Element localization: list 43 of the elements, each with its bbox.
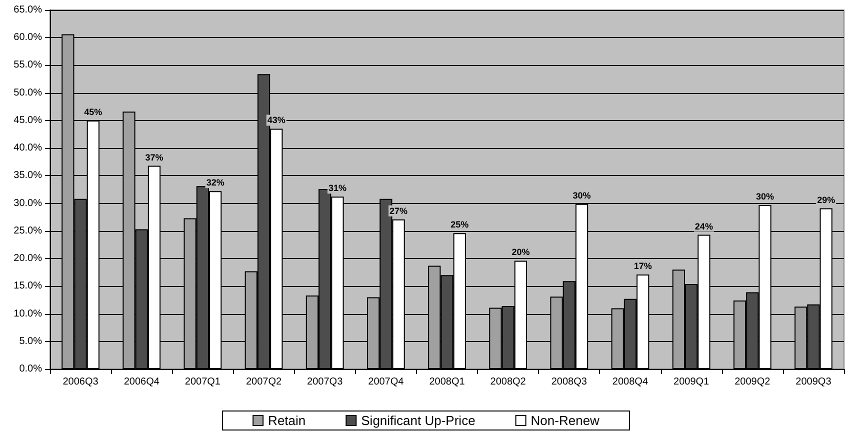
y-tick-label: 25.0% — [14, 225, 42, 236]
data-label: 31% — [328, 183, 346, 194]
y-tick-label: 0.0% — [19, 364, 42, 374]
x-tick-label: 2008Q4 — [612, 376, 648, 388]
data-label: 30% — [756, 191, 774, 202]
x-tick-label: 2009Q1 — [674, 376, 710, 388]
y-tick-label: 20.0% — [14, 253, 42, 264]
legend-label: Significant Up-Price — [361, 413, 476, 428]
x-tick-label: 2009Q2 — [734, 376, 771, 388]
x-tick-label: 2007Q2 — [246, 376, 282, 388]
x-tick-label: 2008Q3 — [551, 376, 588, 388]
y-tick-label: 60.0% — [14, 32, 42, 44]
data-label: 43% — [267, 115, 286, 126]
x-tick-label: 2008Q1 — [429, 376, 466, 388]
legend-label: Non-Renew — [530, 413, 600, 428]
y-tick-label: 35.0% — [14, 170, 42, 182]
data-label: 29% — [817, 194, 836, 205]
y-tick-label: 15.0% — [14, 280, 42, 292]
y-tick-label: 55.0% — [14, 60, 42, 71]
y-tick-label: 45.0% — [14, 114, 42, 126]
y-tick-label: 10.0% — [14, 308, 42, 320]
x-tick-label: 2006Q4 — [124, 376, 160, 388]
data-label: 24% — [694, 221, 713, 232]
data-label: 37% — [145, 152, 164, 162]
x-tick-label: 2009Q3 — [796, 376, 832, 388]
data-label: 17% — [634, 261, 652, 272]
x-tick-label: 2008Q2 — [490, 376, 526, 388]
data-label: 25% — [450, 220, 469, 230]
x-tick-label: 2007Q3 — [307, 376, 344, 388]
data-label: 45% — [84, 106, 102, 117]
x-tick-label: 2007Q1 — [184, 376, 221, 388]
y-tick-label: 5.0% — [19, 336, 42, 347]
data-label: 32% — [206, 178, 224, 188]
x-tick-label: 2007Q4 — [368, 376, 404, 388]
y-tick-label: 65.0% — [14, 4, 42, 16]
y-tick-label: 30.0% — [14, 198, 42, 209]
x-tick-label: 2006Q3 — [62, 376, 99, 388]
y-tick-label: 50.0% — [14, 87, 42, 98]
legend-label: Retain — [268, 413, 306, 428]
data-label: 20% — [512, 247, 530, 258]
data-label: 30% — [572, 190, 591, 200]
y-tick-label: 40.0% — [14, 142, 42, 154]
data-label: 27% — [390, 206, 408, 216]
